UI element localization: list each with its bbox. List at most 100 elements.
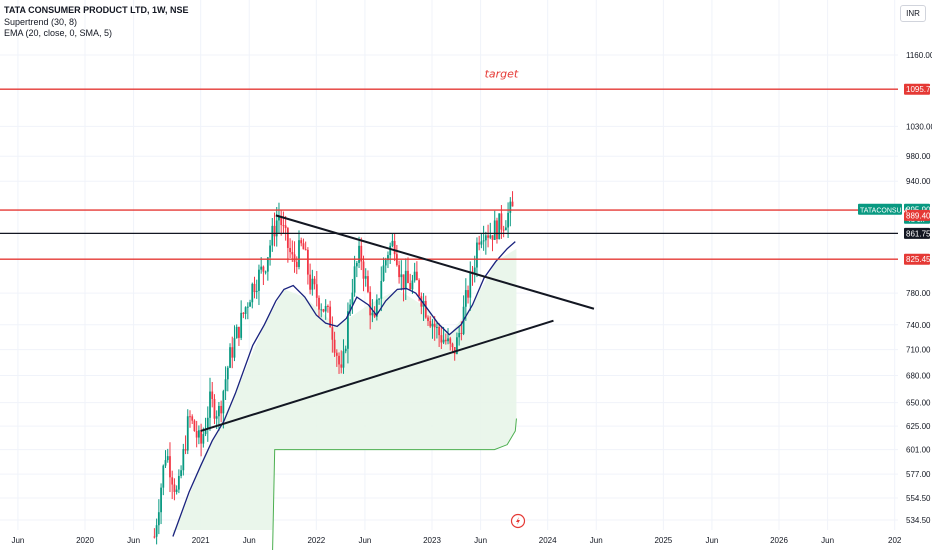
price-tick-label: 554.50 [906, 494, 931, 503]
price-label: 889.40 [906, 211, 931, 220]
candle-body [375, 299, 378, 317]
price-axis[interactable]: 1160.00 1030.00 980.00 940.00 780.00 740.00 71… [858, 51, 932, 525]
candle-body [195, 431, 198, 438]
candle-body [427, 317, 429, 322]
price-label-box[interactable] [904, 227, 930, 239]
symbol-label-box[interactable] [858, 203, 902, 215]
candle-body [278, 217, 280, 221]
candle-body [449, 338, 452, 344]
trendline[interactable] [275, 214, 595, 310]
candle-body [367, 276, 369, 292]
candle-body [456, 337, 458, 354]
price-label: 861.75 [906, 229, 931, 238]
candle-body [269, 245, 271, 258]
price-label-box[interactable] [904, 253, 930, 265]
candle-body [360, 245, 363, 262]
candle-body [389, 245, 392, 256]
price-label: 1095.75 [906, 85, 932, 94]
candle-body [289, 247, 291, 253]
candle-body [255, 290, 258, 293]
candle-body [271, 225, 274, 246]
candle-body [387, 255, 389, 261]
candle-body [215, 416, 218, 419]
candle-body [211, 391, 214, 399]
candle-body [373, 312, 376, 317]
candle-body [500, 213, 503, 230]
candle-body [480, 241, 483, 245]
time-tick-label: 2020 [76, 536, 94, 545]
candle-body [355, 262, 358, 267]
candle-body [424, 300, 427, 318]
chart-legend: TATA CONSUMER PRODUCT LTD, 1W, NSE Super… [4, 5, 189, 40]
candle-body [411, 280, 414, 290]
candle-body [440, 335, 443, 343]
candle-body [300, 240, 303, 244]
candle-body [398, 265, 400, 278]
candle-body [342, 351, 345, 368]
price-label-box[interactable] [904, 209, 930, 221]
candle-body [189, 416, 191, 418]
price-tick-label: 601.00 [906, 446, 931, 455]
candle-body [253, 283, 256, 293]
candle-body [407, 270, 409, 284]
symbol-title[interactable]: TATA CONSUMER PRODUCT LTD, 1W, NSE [4, 5, 189, 15]
time-tick-label: 2022 [307, 536, 325, 545]
candle-body [173, 484, 176, 492]
candle-body [358, 245, 360, 263]
indicator-supertrend[interactable]: Supertrend (30, 8) [4, 16, 78, 27]
candle-body [493, 220, 496, 240]
candle-body [351, 292, 354, 305]
candle-body [184, 449, 187, 451]
candle-body [340, 364, 343, 368]
candle-body [246, 306, 249, 308]
price-tick-label: 940.00 [906, 177, 931, 186]
candle-body [338, 355, 340, 365]
candle-body [331, 327, 334, 340]
candle-body [318, 297, 320, 310]
trendlines[interactable] [200, 214, 595, 432]
candle-body [315, 284, 318, 298]
candle-body [502, 229, 505, 231]
candle-body [409, 283, 412, 290]
candle-body [280, 217, 283, 226]
candle-body [329, 306, 332, 328]
candle-body [444, 339, 447, 342]
candle-body [273, 225, 276, 237]
candle-body [180, 470, 182, 476]
candle-body [378, 298, 380, 300]
candle-body [504, 227, 507, 231]
price-tick-label: 740.00 [906, 321, 931, 330]
chart-grid [0, 0, 898, 530]
candle-body [222, 391, 225, 414]
indicator-ema[interactable]: EMA (20, close, 0, SMA, 5) [4, 28, 113, 38]
candle-body [384, 260, 387, 266]
candle-body [260, 266, 263, 270]
candle-body [371, 312, 374, 316]
candle-body [382, 265, 385, 281]
candle-body [391, 240, 394, 246]
candle-body [153, 536, 156, 538]
trendline[interactable] [200, 319, 554, 432]
candle-body [349, 304, 352, 312]
time-axis[interactable]: Jun 2020 Jun 2021 Jun 2022 Jun 2023 Jun 2024 Jun 20… [11, 536, 901, 545]
candle-body [320, 309, 323, 311]
candle-body [302, 243, 305, 250]
candle-body [418, 280, 421, 297]
supertrend-fill [172, 248, 517, 550]
candle-body [484, 235, 487, 241]
time-tick-label: 2021 [192, 536, 210, 545]
time-tick-label: Jun [11, 536, 24, 545]
candle-body [209, 391, 211, 418]
time-tick-label: Jun [358, 536, 371, 545]
horizontal-levels[interactable] [0, 88, 898, 260]
supertrend-line [272, 418, 517, 550]
candle-body [244, 307, 247, 314]
candle-body [507, 212, 509, 228]
price-label-box[interactable] [904, 83, 930, 95]
currency-button[interactable]: INR [900, 5, 926, 22]
flash-icon[interactable] [510, 513, 526, 529]
candle-body [458, 332, 461, 338]
time-tick-label: Jun [243, 536, 256, 545]
candle-body [175, 489, 178, 492]
